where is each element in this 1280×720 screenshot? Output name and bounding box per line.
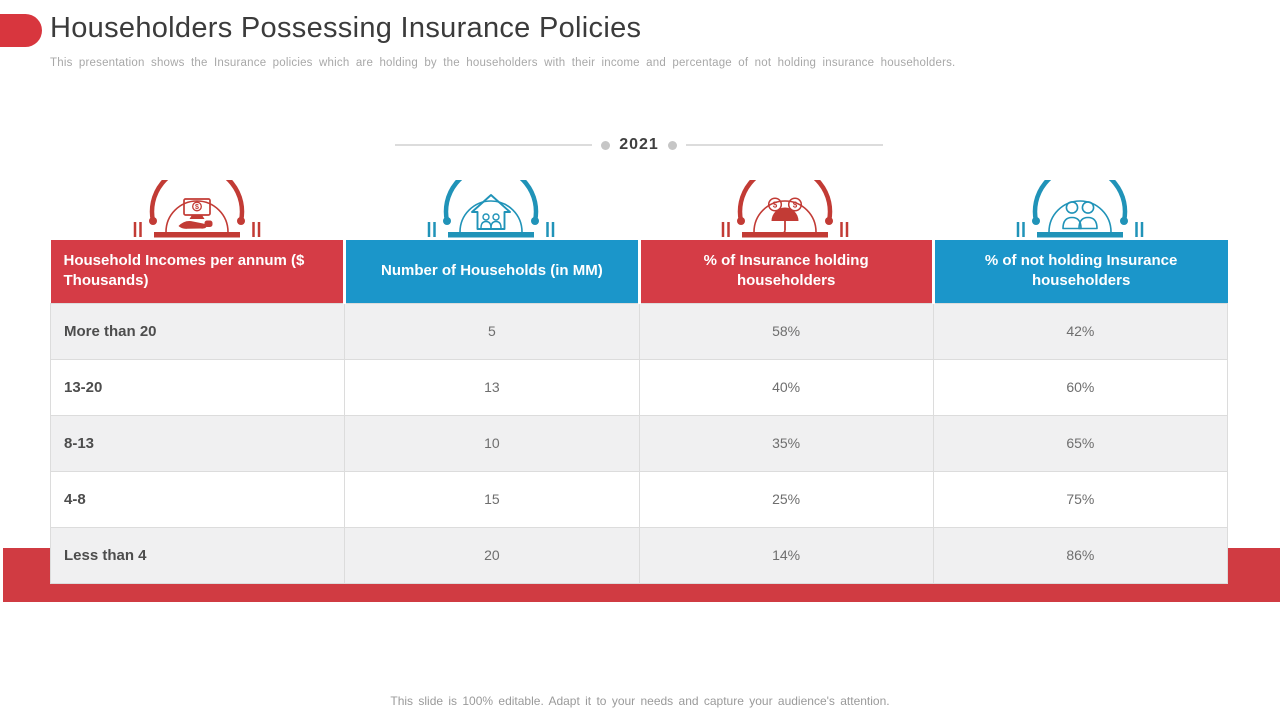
table-row: 8-13 10 35% 65% bbox=[49, 414, 1229, 472]
value-cell: 15 bbox=[344, 470, 640, 528]
footer-note: This slide is 100% editable. Adapt it to… bbox=[390, 694, 890, 708]
table-header-row: Household Incomes per annum ($ Thousands… bbox=[50, 240, 1228, 303]
value-cell: 60% bbox=[932, 358, 1229, 416]
value-cell: 65% bbox=[932, 414, 1229, 472]
insurance-umbrella-coins-icon: $ $ bbox=[720, 164, 850, 240]
value-cell: 10 bbox=[344, 414, 640, 472]
column-header-not-holding: % of not holding Insurance householders bbox=[931, 240, 1228, 303]
divider-line-right bbox=[685, 144, 883, 146]
divider-dot-right bbox=[667, 140, 677, 150]
svg-text:$: $ bbox=[773, 200, 778, 209]
title-accent-pill bbox=[0, 14, 42, 47]
table-row: More than 20 5 58% 42% bbox=[49, 302, 1229, 360]
column-header-households: Number of Households (in MM) bbox=[343, 240, 639, 303]
page-subtitle: This presentation shows the Insurance po… bbox=[50, 57, 956, 69]
value-cell: 86% bbox=[932, 526, 1229, 584]
value-cell: 20 bbox=[344, 526, 640, 584]
svg-text:$: $ bbox=[793, 200, 798, 209]
table-row: 4-8 15 25% 75% bbox=[49, 470, 1229, 528]
value-cell: 42% bbox=[932, 302, 1229, 360]
table-row: Less than 4 20 14% 86% bbox=[49, 526, 1229, 584]
divider-dot-left bbox=[601, 140, 611, 150]
value-cell: 58% bbox=[638, 302, 934, 360]
value-cell: 5 bbox=[344, 302, 640, 360]
insurance-table: Household Incomes per annum ($ Thousands… bbox=[49, 240, 1229, 584]
year-divider: 2021 bbox=[395, 133, 883, 157]
table-row: 13-20 13 40% 60% bbox=[49, 358, 1229, 416]
column-header-holding: % of Insurance holding householders bbox=[637, 240, 934, 303]
year-label: 2021 bbox=[619, 136, 659, 153]
value-cell: 13 bbox=[344, 358, 640, 416]
row-label-cell: Less than 4 bbox=[49, 526, 346, 584]
value-cell: 40% bbox=[638, 358, 934, 416]
divider-line-left bbox=[395, 144, 593, 146]
money-hand-icon: $ bbox=[132, 164, 262, 240]
column-header-income: Household Incomes per annum ($ Thousands… bbox=[50, 240, 345, 303]
row-label-cell: More than 20 bbox=[49, 302, 346, 360]
page-title: Householders Possessing Insurance Polici… bbox=[50, 12, 642, 44]
row-label-cell: 8-13 bbox=[49, 414, 346, 472]
value-cell: 14% bbox=[638, 526, 934, 584]
row-label-cell: 13-20 bbox=[49, 358, 346, 416]
value-cell: 35% bbox=[638, 414, 934, 472]
house-family-icon bbox=[426, 164, 556, 240]
svg-text:$: $ bbox=[195, 204, 199, 211]
value-cell: 25% bbox=[638, 470, 934, 528]
row-label-cell: 4-8 bbox=[49, 470, 346, 528]
value-cell: 75% bbox=[932, 470, 1229, 528]
people-icon bbox=[1015, 164, 1145, 240]
